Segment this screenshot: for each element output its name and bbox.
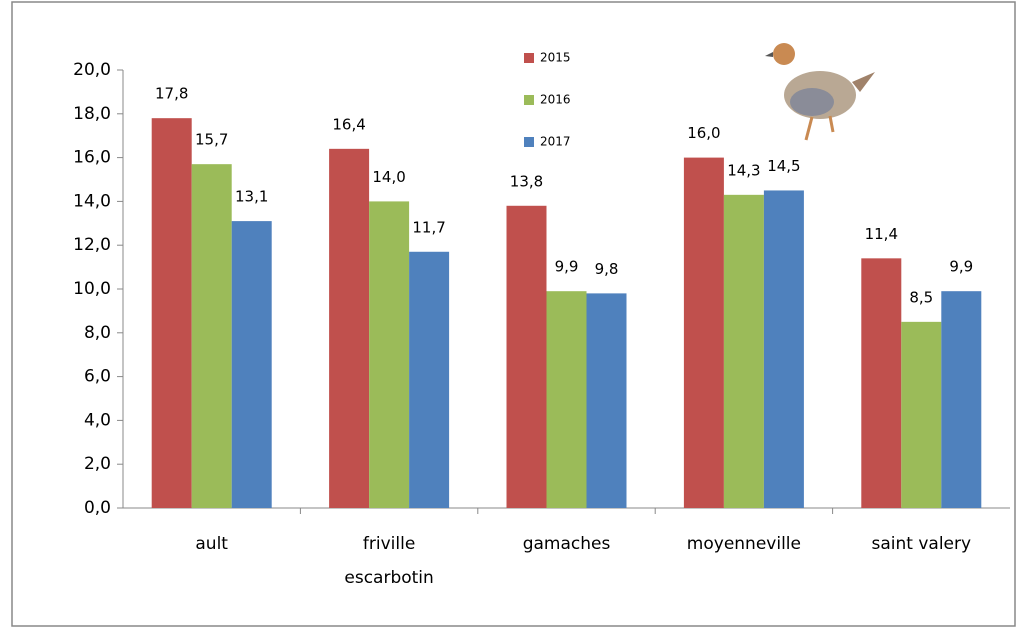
- data-label: 9,9: [949, 258, 973, 276]
- data-label: 11,4: [865, 225, 898, 243]
- bar: [546, 291, 587, 508]
- bar: [409, 251, 450, 508]
- bar: [901, 321, 942, 508]
- y-tick-label: 12,0: [73, 235, 111, 255]
- y-tick-label: 20,0: [73, 60, 111, 80]
- x-tick-label: moyenneville: [687, 534, 801, 554]
- x-tick-label: ault: [195, 534, 228, 554]
- x-tick-label: friville escarbotin: [344, 534, 433, 588]
- bar: [506, 205, 547, 508]
- legend-swatch: [524, 137, 534, 147]
- data-label: 9,9: [555, 258, 579, 276]
- legend-swatch: [524, 95, 534, 105]
- y-tick-label: 10,0: [73, 279, 111, 299]
- data-label: 17,8: [155, 85, 188, 103]
- bar: [586, 293, 627, 508]
- y-tick-label: 2,0: [84, 454, 111, 474]
- y-tick-label: 14,0: [73, 191, 111, 211]
- bar: [231, 221, 272, 509]
- y-tick-label: 4,0: [84, 410, 111, 430]
- legend-label: 2017: [540, 135, 571, 149]
- y-tick-label: 16,0: [73, 148, 111, 168]
- bar: [191, 164, 232, 509]
- x-tick-label: gamaches: [523, 534, 611, 554]
- y-tick-label: 6,0: [84, 367, 111, 387]
- data-label: 16,0: [687, 124, 720, 142]
- bar: [683, 157, 724, 508]
- data-label: 13,1: [235, 188, 268, 206]
- y-tick-label: 8,0: [84, 323, 111, 343]
- bar: [723, 194, 764, 508]
- bar: [151, 118, 192, 509]
- x-tick-label: saint valery: [872, 534, 972, 554]
- legend-label: 2016: [540, 93, 571, 107]
- bar: [861, 258, 902, 508]
- data-label: 14,0: [372, 168, 405, 186]
- data-label: 14,5: [767, 157, 800, 175]
- bar: [329, 148, 370, 508]
- data-label: 15,7: [195, 131, 228, 149]
- data-label: 13,8: [510, 172, 543, 190]
- y-tick-label: 18,0: [73, 104, 111, 124]
- bar: [941, 291, 982, 508]
- bird-illustration: [765, 43, 875, 141]
- y-tick-label: 0,0: [84, 498, 111, 518]
- bar: [369, 201, 410, 508]
- data-label: 9,8: [595, 260, 619, 278]
- data-label: 8,5: [909, 288, 933, 306]
- data-label: 14,3: [727, 161, 760, 179]
- data-label: 11,7: [412, 218, 445, 236]
- bar: [763, 190, 804, 508]
- legend-swatch: [524, 53, 534, 63]
- legend-label: 2015: [540, 51, 571, 65]
- data-label: 16,4: [332, 115, 365, 133]
